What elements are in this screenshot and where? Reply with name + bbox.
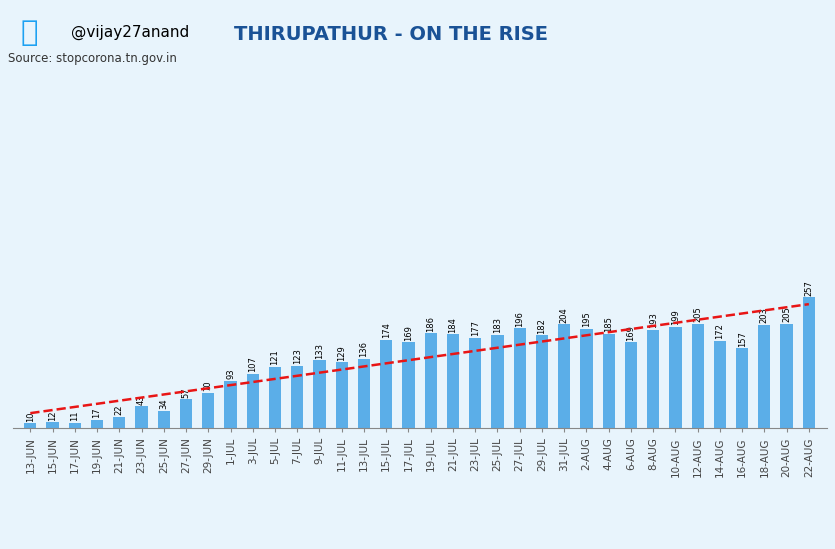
- Bar: [536, 335, 548, 428]
- Bar: [336, 362, 348, 428]
- Bar: [225, 381, 236, 428]
- Bar: [24, 423, 37, 428]
- Text: 129: 129: [337, 345, 347, 361]
- Bar: [691, 324, 704, 428]
- Text: @vijay27anand: @vijay27anand: [71, 25, 190, 40]
- Text: 57: 57: [181, 387, 190, 397]
- Text: 123: 123: [293, 348, 301, 364]
- Text: 169: 169: [626, 324, 635, 340]
- Bar: [269, 367, 281, 428]
- Bar: [558, 324, 570, 428]
- Text: 107: 107: [248, 356, 257, 372]
- Text: 185: 185: [605, 317, 613, 332]
- Text: 17: 17: [93, 407, 102, 418]
- Text: 205: 205: [782, 306, 791, 322]
- Text: 136: 136: [360, 341, 368, 357]
- Bar: [158, 411, 170, 428]
- Text: 11: 11: [70, 411, 79, 421]
- Bar: [180, 399, 192, 428]
- Text: 133: 133: [315, 343, 324, 359]
- Bar: [402, 342, 415, 428]
- Text: THIRUPATHUR - ON THE RISE: THIRUPATHUR - ON THE RISE: [234, 25, 548, 44]
- Text: 70: 70: [204, 380, 213, 391]
- Bar: [670, 327, 681, 428]
- Bar: [758, 324, 771, 428]
- Bar: [736, 348, 748, 428]
- Bar: [291, 366, 303, 428]
- Text: 204: 204: [559, 307, 569, 323]
- Bar: [68, 423, 81, 428]
- Bar: [491, 335, 504, 428]
- Bar: [246, 374, 259, 428]
- Text: 121: 121: [271, 349, 280, 365]
- Text: 257: 257: [804, 280, 813, 296]
- Text: Source: stopcorona.tn.gov.in: Source: stopcorona.tn.gov.in: [8, 52, 177, 65]
- Bar: [380, 339, 392, 428]
- Text: 205: 205: [693, 306, 702, 322]
- Text: 157: 157: [737, 331, 746, 346]
- Text: 10: 10: [26, 411, 35, 422]
- Bar: [469, 338, 481, 428]
- Text: 174: 174: [382, 322, 391, 338]
- Bar: [313, 360, 326, 428]
- Text: 203: 203: [760, 307, 769, 323]
- Text: 182: 182: [538, 318, 546, 334]
- Text: 196: 196: [515, 311, 524, 327]
- Bar: [135, 406, 148, 428]
- Bar: [580, 329, 593, 428]
- Bar: [781, 324, 792, 428]
- Bar: [358, 359, 370, 428]
- Text: 186: 186: [426, 316, 435, 332]
- Bar: [714, 340, 726, 428]
- Text: 169: 169: [404, 324, 413, 340]
- Text: 183: 183: [493, 317, 502, 333]
- Text: 195: 195: [582, 311, 591, 327]
- Bar: [114, 417, 125, 428]
- Bar: [91, 419, 104, 428]
- Bar: [202, 393, 215, 428]
- Bar: [47, 422, 58, 428]
- Bar: [447, 334, 459, 428]
- Bar: [802, 297, 815, 428]
- Text: 🐦: 🐦: [21, 19, 38, 47]
- Bar: [647, 330, 660, 428]
- Bar: [625, 342, 637, 428]
- Bar: [424, 333, 437, 428]
- Text: 34: 34: [159, 399, 169, 410]
- Text: 12: 12: [48, 410, 57, 421]
- Text: 172: 172: [716, 323, 725, 339]
- Text: 184: 184: [448, 317, 458, 333]
- Text: 177: 177: [471, 321, 479, 337]
- Bar: [603, 334, 615, 428]
- Text: 93: 93: [226, 369, 235, 379]
- Text: 193: 193: [649, 312, 658, 328]
- Bar: [514, 328, 526, 428]
- Text: 43: 43: [137, 394, 146, 405]
- Text: 22: 22: [114, 405, 124, 416]
- Text: 199: 199: [671, 310, 680, 325]
